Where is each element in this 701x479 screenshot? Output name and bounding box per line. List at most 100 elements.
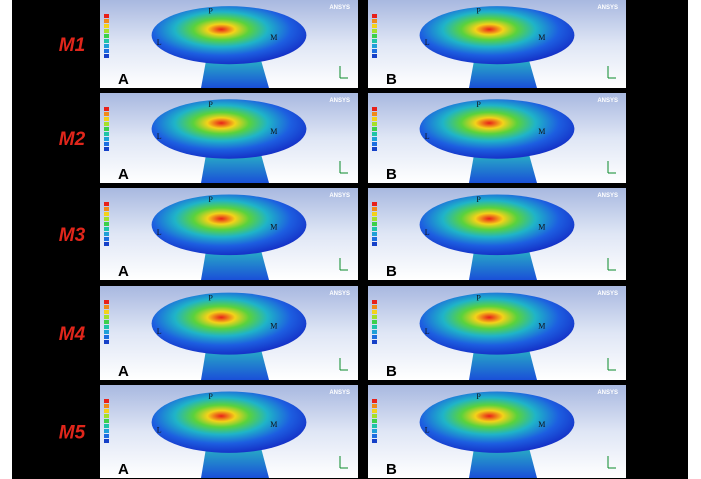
legend-swatch <box>104 14 109 18</box>
bone-head <box>420 392 575 453</box>
annotation: L <box>425 38 430 47</box>
legend-swatch <box>372 19 377 23</box>
legend-swatch <box>104 434 109 438</box>
legend-swatch <box>104 227 109 231</box>
legend-swatch <box>104 44 109 48</box>
fea-panel: PLMBANSYS <box>368 93 626 183</box>
legend-swatch <box>372 44 377 48</box>
legend-swatch <box>104 39 109 43</box>
legend-swatch <box>372 54 377 58</box>
annotation: M <box>538 321 545 330</box>
bone-head <box>152 392 307 453</box>
legend-swatch <box>104 147 109 151</box>
annotation: P <box>208 195 213 204</box>
row-label: M3 <box>59 225 86 246</box>
legend-swatch <box>372 419 377 423</box>
annotation: P <box>476 195 481 204</box>
fea-panel: PLMBANSYS <box>368 0 626 88</box>
legend-swatch <box>372 24 377 28</box>
legend-swatch <box>104 335 109 339</box>
fea-panel: PLMAANSYS <box>100 93 358 183</box>
brand: ANSYS <box>597 390 618 396</box>
legend-swatch <box>372 202 377 206</box>
legend-swatch <box>104 439 109 443</box>
annotation: L <box>157 228 162 237</box>
legend-swatch <box>372 305 377 309</box>
figure: M1PLMAANSYSPLMBANSYSM2PLMAANSYSPLMBANSYS… <box>0 0 701 479</box>
annotation: M <box>270 223 277 232</box>
legend-swatch <box>372 232 377 236</box>
legend-swatch <box>372 320 377 324</box>
legend-swatch <box>104 212 109 216</box>
brand: ANSYS <box>329 5 350 11</box>
legend-swatch <box>104 24 109 28</box>
bone-head <box>152 293 307 355</box>
row-label: M5 <box>59 423 86 444</box>
legend-swatch <box>104 49 109 53</box>
legend-swatch <box>372 112 377 116</box>
legend-swatch <box>372 424 377 428</box>
legend-swatch <box>372 409 377 413</box>
bone-head <box>152 194 307 255</box>
annotation: L <box>157 327 162 336</box>
brand: ANSYS <box>329 98 350 104</box>
annotation: P <box>476 392 481 401</box>
row-label: M2 <box>59 129 86 150</box>
annotation: P <box>208 100 213 109</box>
bone-head <box>152 6 307 64</box>
legend-swatch <box>372 399 377 403</box>
fea-panel: PLMBANSYS <box>368 385 626 478</box>
brand: ANSYS <box>597 291 618 297</box>
legend-swatch <box>372 107 377 111</box>
legend-swatch <box>372 29 377 33</box>
legend-swatch <box>104 419 109 423</box>
annotation: L <box>425 132 430 141</box>
legend-swatch <box>104 107 109 111</box>
row-label: M4 <box>59 324 86 345</box>
annotation: M <box>538 33 545 42</box>
legend-swatch <box>372 439 377 443</box>
legend-swatch <box>104 34 109 38</box>
brand: ANSYS <box>329 193 350 199</box>
legend-swatch <box>372 315 377 319</box>
bone-head <box>152 99 307 158</box>
legend-swatch <box>104 242 109 246</box>
panel-letter: A <box>118 363 129 380</box>
legend-swatch <box>372 330 377 334</box>
legend-swatch <box>104 429 109 433</box>
legend-swatch <box>104 117 109 121</box>
legend-swatch <box>372 34 377 38</box>
legend-swatch <box>372 212 377 216</box>
panel-letter: A <box>118 461 129 478</box>
panel-letter: B <box>386 166 397 183</box>
legend-swatch <box>372 237 377 241</box>
annotation: M <box>270 127 277 136</box>
legend-swatch <box>104 237 109 241</box>
panel-letter: A <box>118 71 129 88</box>
panel-letter: B <box>386 71 397 88</box>
panel-letter: A <box>118 166 129 183</box>
legend-swatch <box>104 132 109 136</box>
brand: ANSYS <box>329 291 350 297</box>
legend-swatch <box>372 434 377 438</box>
legend-swatch <box>104 305 109 309</box>
legend-swatch <box>372 300 377 304</box>
legend-swatch <box>372 147 377 151</box>
annotation: L <box>157 426 162 435</box>
legend-swatch <box>104 232 109 236</box>
annotation: P <box>208 392 213 401</box>
annotation: P <box>476 100 481 109</box>
brand: ANSYS <box>597 5 618 11</box>
annotation: P <box>208 293 213 302</box>
legend-swatch <box>372 404 377 408</box>
bone-head <box>420 6 575 64</box>
legend-swatch <box>372 222 377 226</box>
fea-panel: PLMAANSYS <box>100 188 358 280</box>
row-label: M1 <box>59 35 85 56</box>
legend-swatch <box>104 310 109 314</box>
legend-swatch <box>372 207 377 211</box>
legend-swatch <box>104 202 109 206</box>
